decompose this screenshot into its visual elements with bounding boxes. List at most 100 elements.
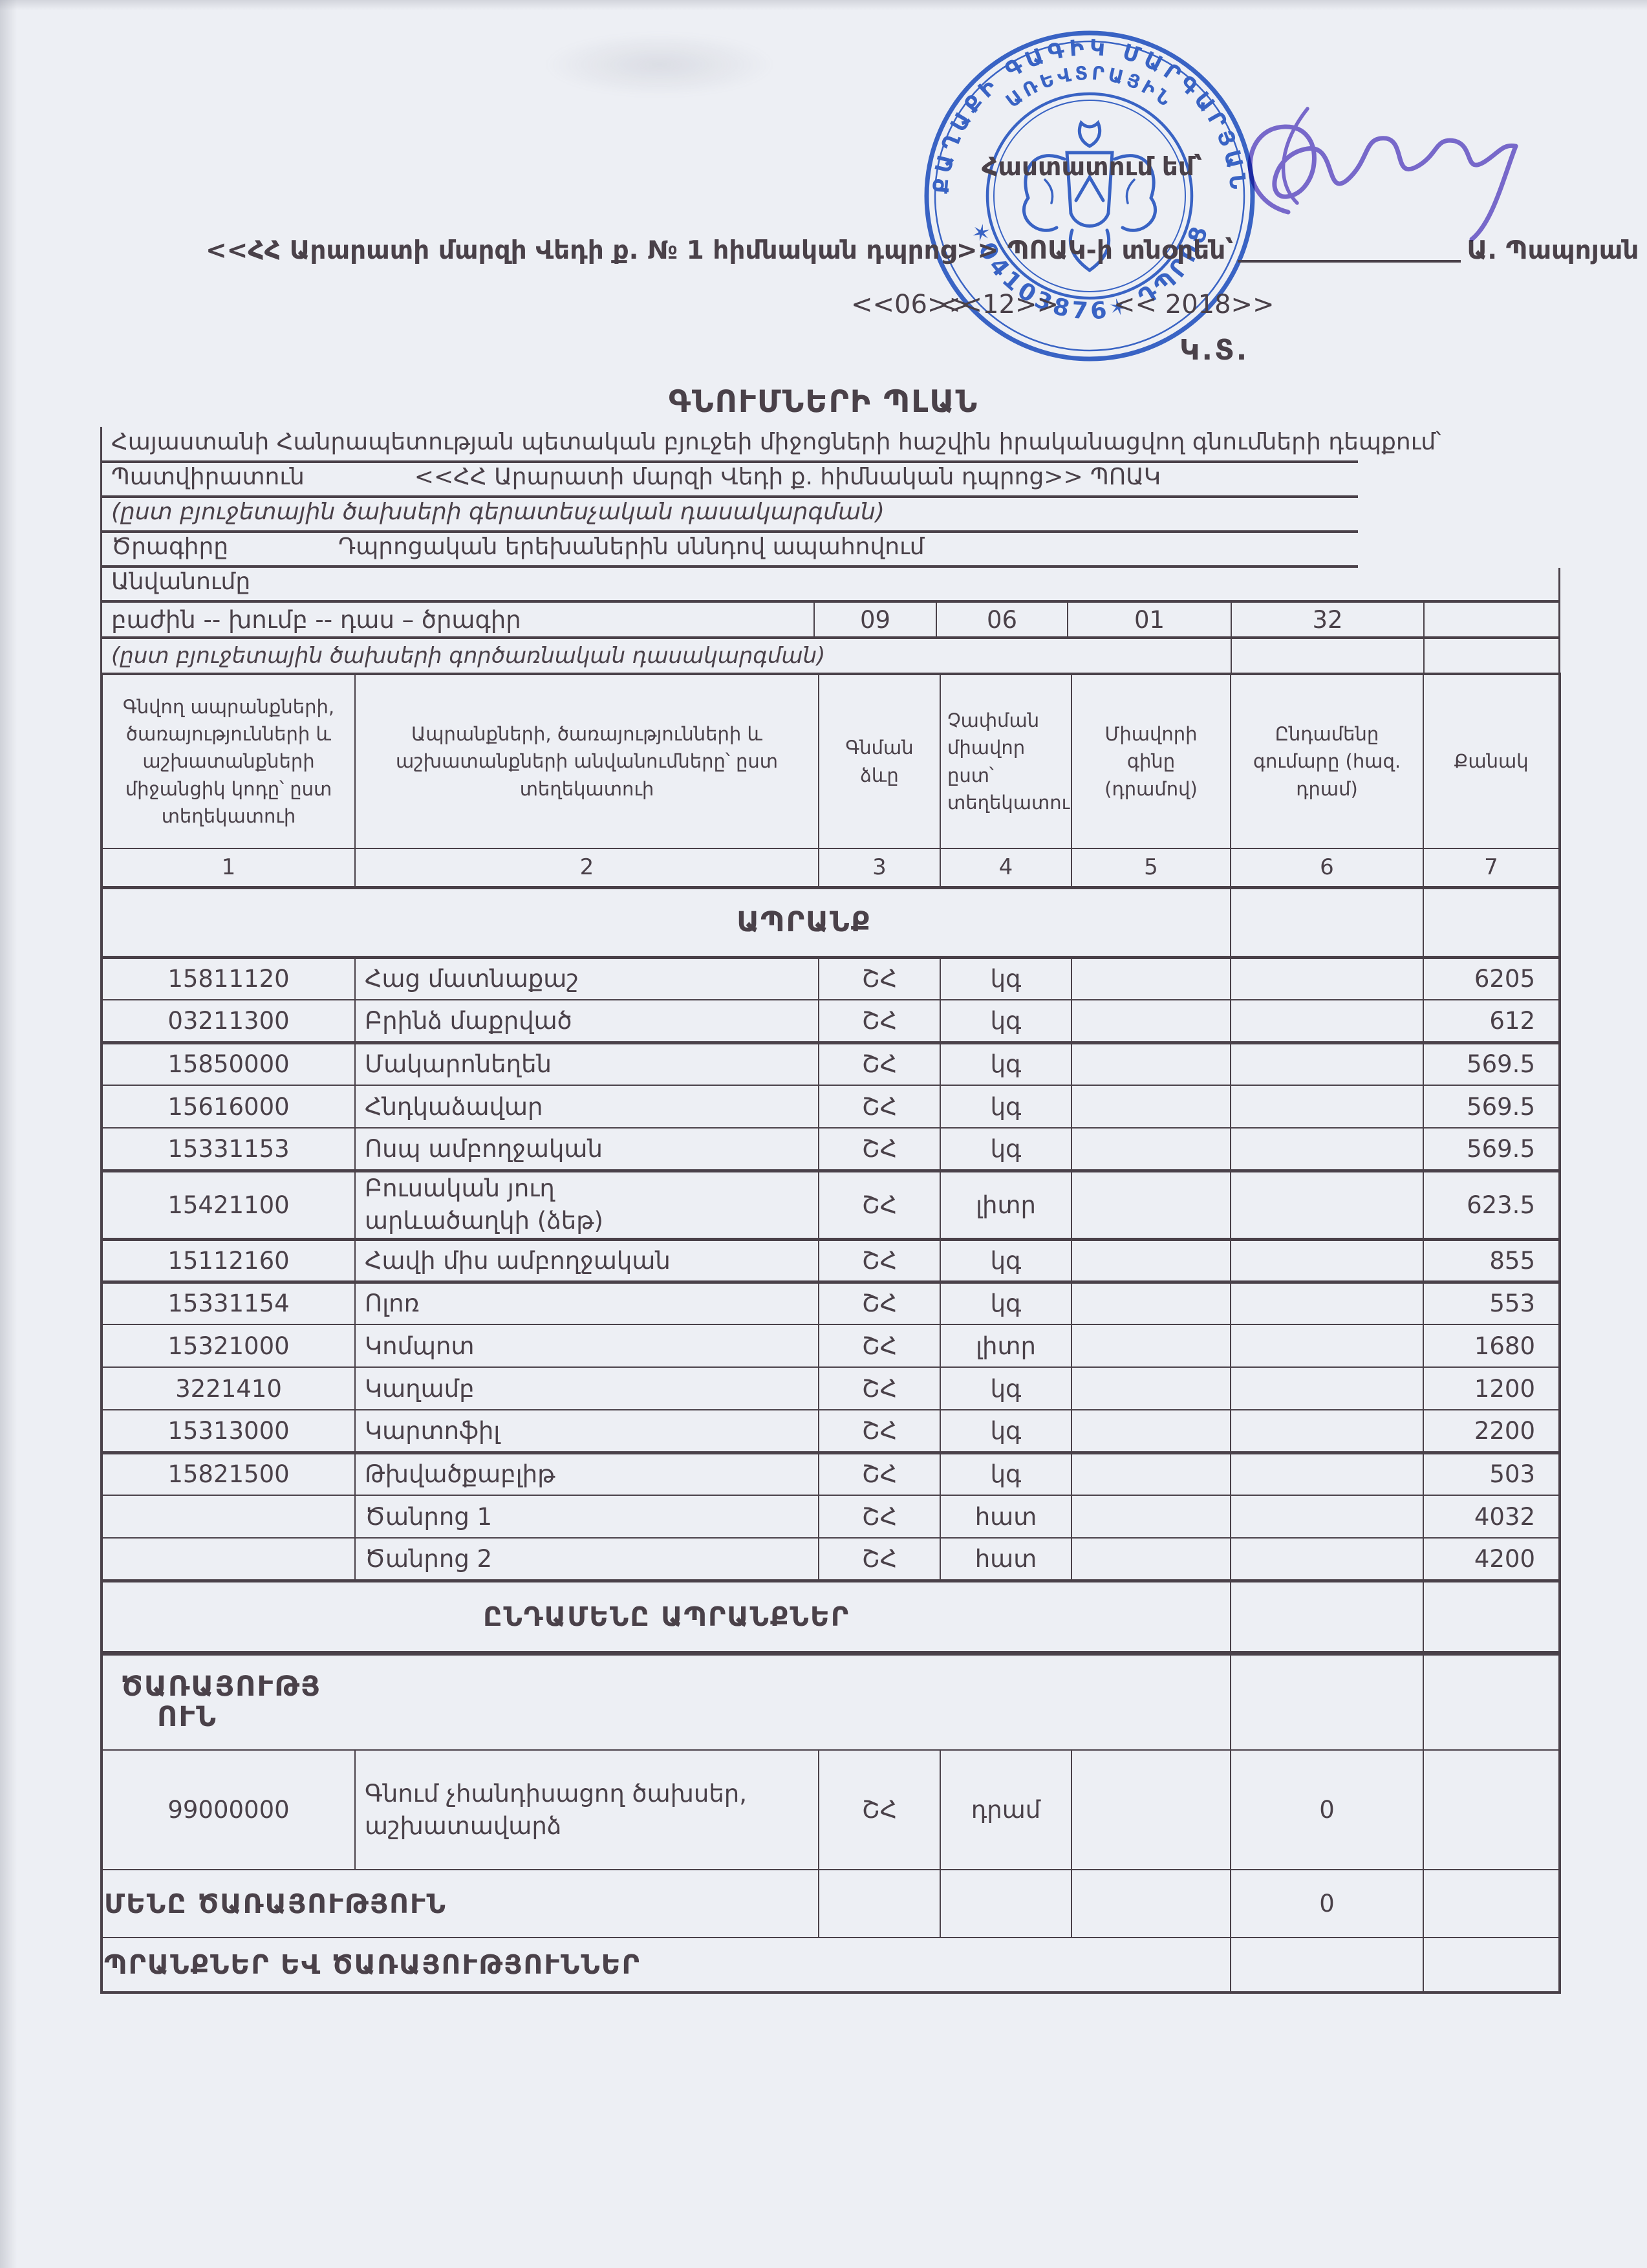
row-unit: կգ (940, 1452, 1072, 1496)
row-code: 15112160 (101, 1238, 356, 1284)
col-number: 1 (101, 848, 356, 889)
budget-code-cell: 32 (1231, 603, 1423, 636)
approval-org-line: <<ՀՀ Արարատի մարզի Վեդի ք. № 1 հիմնական … (206, 232, 1639, 265)
row-unit: կգ (940, 1085, 1072, 1129)
empty-cell (1230, 887, 1424, 959)
row-total (1230, 1366, 1424, 1410)
row-price (1071, 1324, 1231, 1368)
empty-cell (1423, 1652, 1560, 1751)
func-note-empty-cell (1423, 639, 1560, 673)
row-qty: 1680 (1423, 1324, 1560, 1368)
goods-section-row: ԱՊՐԱՆՔ (101, 887, 1560, 959)
row-price (1071, 1495, 1231, 1539)
row-name: Ոլոռ (354, 1281, 819, 1325)
row-qty (1423, 1749, 1560, 1870)
org-director-label: <<ՀՀ Արարատի մարզի Վեդի ք. № 1 հիմնական … (206, 236, 1234, 265)
table-row: 03211300 Բրինձ մաքրված ՇՀ կգ 612 (101, 999, 1560, 1044)
row-code: 15811120 (101, 956, 356, 1000)
row-name: Կաղամբ (354, 1366, 819, 1410)
row-price (1071, 1366, 1231, 1410)
row-price (1071, 1749, 1231, 1870)
row-unit: կգ (940, 999, 1072, 1044)
row-qty: 612 (1423, 999, 1560, 1044)
col-number: 4 (940, 848, 1072, 889)
row-qty: 855 (1423, 1238, 1560, 1284)
row-code (101, 1495, 356, 1539)
row-total (1230, 1281, 1424, 1325)
row-name: Կարտոֆիլ (354, 1409, 819, 1454)
row-total (1230, 1085, 1424, 1129)
col-number: 2 (354, 848, 819, 889)
row-qty: 623.5 (1423, 1170, 1560, 1241)
row-total: 0 (1230, 1749, 1424, 1870)
row-total (1230, 956, 1424, 1000)
table-row: 15313000 Կարտոֆիլ ՇՀ կգ 2200 (101, 1409, 1560, 1454)
budget-line-label: բաժին -- խումբ -- դաս – ծրագիր (111, 605, 521, 634)
row-price (1071, 1281, 1231, 1325)
row-name: Բրինձ մաքրված (354, 999, 819, 1044)
program-label: Ծրագիրը (111, 534, 229, 560)
row-qty: 2200 (1423, 1409, 1560, 1454)
grand-total-label-text: ՊՐԱՆՔՆԵՐ ԵՎ ԾԱՌԱՅՈՒԹՅՈՒՆՆԵՐ (104, 1949, 641, 1980)
row-total (1230, 999, 1424, 1044)
row-method: ՇՀ (818, 1409, 941, 1454)
customer-label: Պատվիրատուն (111, 464, 305, 490)
table-row: 3221410 Կաղամբ ՇՀ կգ 1200 (101, 1366, 1560, 1410)
row-unit: կգ (940, 1042, 1072, 1086)
row-name: Ոսպ ամբողջական (354, 1127, 819, 1172)
row-total (1230, 1324, 1424, 1368)
empty-cell (1423, 887, 1560, 959)
page-title: ԳՆՈՒՄՆԵՐԻ ՊԼԱՆ (668, 384, 979, 420)
services-total-row: ՄԵՆԸ ԾԱՌԱՅՈՒԹՅՈՒՆ 0 (101, 1869, 1560, 1938)
row-code: 99000000 (101, 1749, 356, 1870)
row-method: ՇՀ (818, 1085, 941, 1129)
services-section-title-line2: ՈՒՆ (157, 1701, 217, 1734)
row-method: ՇՀ (818, 1042, 941, 1086)
date-month: <<12>> (939, 290, 1059, 319)
empty-cell (1071, 1869, 1231, 1938)
stamp-coat-of-arms-icon (1022, 120, 1157, 273)
row-total (1230, 1452, 1424, 1496)
date-year: << 2018>> (1114, 290, 1275, 319)
budget-code-cell: 01 (1067, 603, 1231, 636)
col-header-method: Գնման ձևը (818, 673, 941, 849)
budget-code-cell-empty (1423, 603, 1560, 636)
empty-cell (1423, 1869, 1560, 1938)
row-name: Կոմպոտ (354, 1324, 819, 1368)
row-method: ՇՀ (818, 999, 941, 1044)
row-code: 15321000 (101, 1324, 356, 1368)
row-name: Բուսական յուղ արևածաղկի (ձեթ) (365, 1174, 603, 1235)
row-total (1230, 1495, 1424, 1539)
row-price (1071, 1537, 1231, 1582)
column-numbers-row: 1 2 3 4 5 6 7 (101, 848, 1560, 889)
row-code: 15331153 (101, 1127, 356, 1172)
row-name: Հաց մատնաքաշ (354, 956, 819, 1000)
row-name: Թխվածքաբլիթ (354, 1452, 819, 1496)
row-qty: 569.5 (1423, 1085, 1560, 1129)
row-code: 15313000 (101, 1409, 356, 1454)
row-method: ՇՀ (818, 1170, 941, 1241)
row-total (1230, 1042, 1424, 1086)
row-method: ՇՀ (818, 1749, 941, 1870)
empty-cell (818, 1869, 941, 1938)
table-row: 15850000 Մակարոնեղեն ՇՀ կգ 569.5 (101, 1042, 1560, 1086)
row-name: Հնդկաձավար (354, 1085, 819, 1129)
scan-edge-shadow-top (0, 0, 1647, 10)
program-value: Դպրոցական երեխաներին սննդով ապահովում (338, 534, 925, 560)
row-method: ՇՀ (818, 1281, 941, 1325)
procurement-table-wrap: Գնվող ապրանքների, ծառայությունների և աշխ… (100, 673, 1561, 1994)
services-total-label-text: ՄԵՆԸ ԾԱՌԱՅՈՒԹՅՈՒՆ (104, 1888, 447, 1919)
row-unit: կգ (940, 1238, 1072, 1284)
name-label: Անվանումը (111, 568, 251, 595)
col-number: 6 (1230, 848, 1424, 889)
row-method: ՇՀ (818, 1495, 941, 1539)
row-total (1230, 1170, 1424, 1241)
table-row: 15112160 Հավի միս ամբողջական ՇՀ կգ 855 (101, 1238, 1560, 1284)
col-header-unit: Չափման միավոր ըստ՝ տեղեկատուի (940, 673, 1072, 849)
procurement-table: Գնվող ապրանքների, ծառայությունների և աշխ… (100, 673, 1561, 1994)
table-header-row: Գնվող ապրանքների, ծառայությունների և աշխ… (101, 673, 1560, 849)
empty-cell (1423, 1937, 1560, 1993)
row-code: 15616000 (101, 1085, 356, 1129)
empty-cell (1230, 1652, 1424, 1751)
row-qty: 503 (1423, 1452, 1560, 1496)
